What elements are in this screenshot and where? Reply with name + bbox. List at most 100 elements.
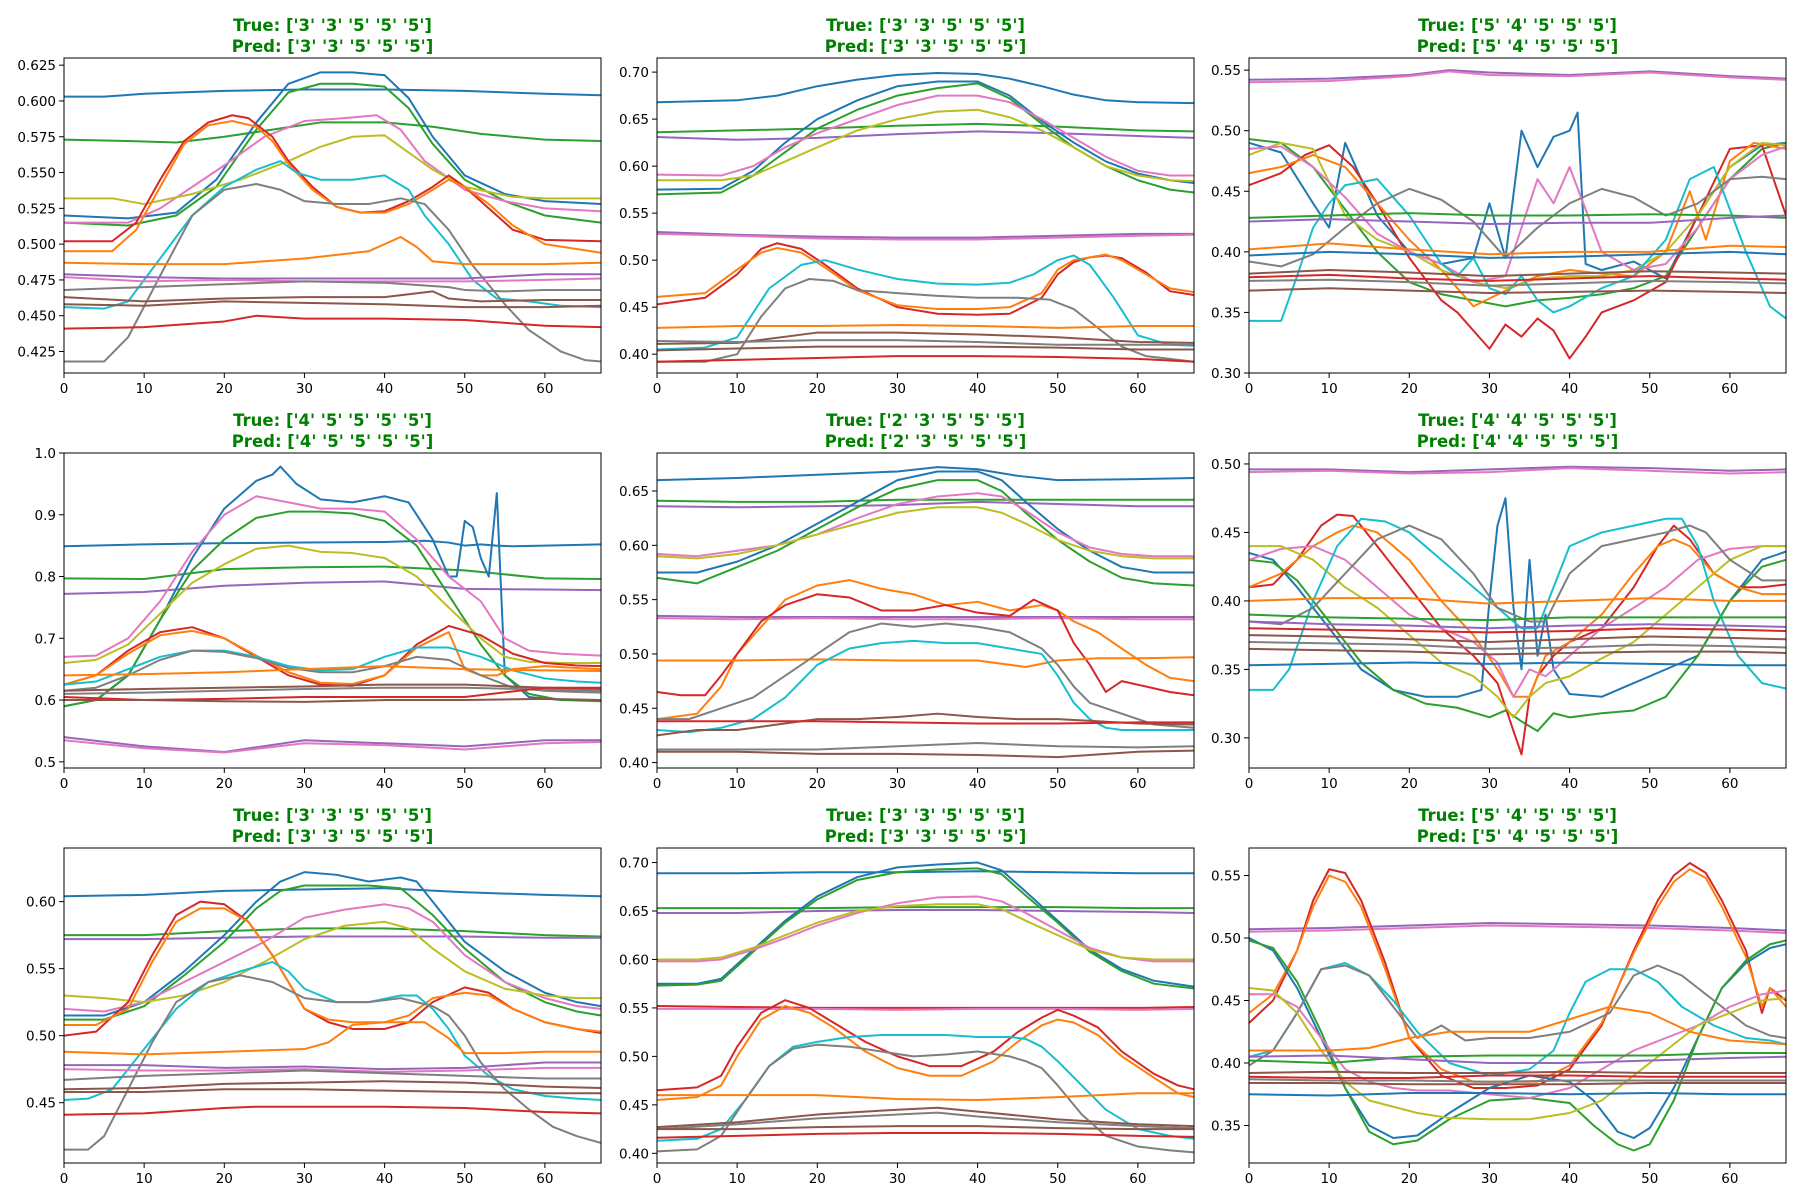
series-line-16: [657, 1111, 1194, 1131]
x-tick-label: 50: [456, 381, 473, 397]
y-tick-label: 0.50: [619, 647, 649, 663]
subplot-title-true: True: ['2' '3' '5' '5' '5']: [826, 411, 1025, 430]
series-line-3: [64, 935, 601, 941]
series-line-7: [1249, 141, 1786, 290]
series-group: [64, 71, 601, 363]
y-tick-label: 0.55: [619, 593, 649, 609]
x-tick-label: 20: [1401, 1171, 1418, 1187]
subplot-5: 0 10 20 30 40 50 60 0.40 0.45 0.50 0.55 0.60 0.65 Tru…: [619, 411, 1195, 792]
series-line-4: [64, 82, 601, 227]
x-tick-label: 20: [809, 381, 826, 397]
series-line-9: [64, 907, 601, 1033]
y-tick-label: 0.45: [26, 1096, 56, 1112]
subplot-1: 0 10 20 30 40 50 60 0.425 0.450 0.475 0.500 0.525 0.…: [17, 16, 602, 397]
series-line-8: [657, 1004, 1194, 1009]
series-line-10: [657, 579, 1194, 721]
y-tick-label: 0.45: [1211, 184, 1241, 200]
series-line-2: [1249, 467, 1786, 475]
series-line-1: [64, 88, 601, 98]
x-tick-label: 10: [1321, 776, 1338, 792]
series-line-12: [64, 1021, 601, 1056]
series-group: [657, 72, 1194, 363]
subplot-7: 0 10 20 30 40 50 60 0.45 0.50 0.55 0.60 True: ['3' …: [26, 806, 602, 1187]
y-tick-label: 0.40: [1211, 245, 1241, 261]
y-tick-label: 0.60: [619, 952, 649, 968]
series-line-3: [64, 71, 601, 220]
series-line-5: [657, 867, 1194, 990]
subplot-title-true: True: ['5' '4' '5' '5' '5']: [1418, 16, 1617, 35]
subplot-4: 0 10 20 30 40 50 60 0.5 0.6 0.7 0.8 0.9 1.0 True: ['4…: [35, 411, 602, 792]
y-tick-label: 0.40: [619, 1146, 649, 1162]
y-tick-label: 0.35: [1211, 305, 1241, 321]
y-tick-label: 0.50: [26, 1029, 56, 1045]
series-line-3: [657, 500, 1194, 509]
series-group: [1249, 465, 1786, 756]
series-line-6: [64, 903, 601, 1013]
subplot-title-true: True: ['3' '3' '5' '5' '5']: [233, 16, 432, 35]
series-line-17: [64, 736, 601, 753]
x-tick-label: 10: [1321, 1171, 1338, 1187]
y-tick-label: 0.50: [1211, 457, 1241, 473]
y-tick-label: 0.45: [619, 300, 649, 316]
y-tick-label: 0.60: [619, 538, 649, 554]
x-tick-label: 60: [1129, 381, 1146, 397]
subplot-title-true: True: ['3' '3' '5' '5' '5']: [826, 806, 1025, 825]
y-tick-label: 0.575: [17, 130, 56, 146]
x-tick-label: 0: [653, 1171, 662, 1187]
series-line-8: [64, 624, 601, 687]
series-line-13: [1249, 1054, 1786, 1064]
y-tick-label: 0.40: [619, 756, 649, 772]
series-line-2: [657, 498, 1194, 503]
x-tick-label: 30: [889, 381, 906, 397]
series-line-14: [657, 639, 1194, 734]
subplot-title-true: True: ['4' '5' '5' '5' '5']: [233, 411, 432, 430]
x-tick-label: 50: [456, 776, 473, 792]
series-line-17: [1249, 1082, 1786, 1086]
series-line-13: [64, 1061, 601, 1071]
x-tick-label: 30: [1481, 776, 1498, 792]
series-line-2: [1249, 70, 1786, 84]
series-line-4: [657, 861, 1194, 988]
x-tick-label: 60: [1129, 1171, 1146, 1187]
series-line-18: [64, 739, 601, 754]
y-tick-label: 0.55: [1211, 869, 1241, 885]
series-line-6: [64, 510, 601, 708]
y-tick-label: 0.625: [17, 58, 56, 74]
y-tick-label: 0.45: [619, 1098, 649, 1114]
x-tick-label: 40: [969, 381, 986, 397]
series-line-5: [64, 495, 601, 658]
series-line-18: [64, 1105, 601, 1116]
axes-frame: [656, 57, 1195, 374]
series-line-10: [1249, 524, 1786, 626]
y-tick-label: 0.55: [1211, 63, 1241, 79]
series-line-17: [1249, 647, 1786, 656]
series-line-12: [1249, 613, 1786, 622]
x-tick-label: 10: [729, 776, 746, 792]
series-line-9: [1249, 517, 1786, 691]
series-line-11: [64, 235, 601, 266]
y-tick-label: 0.65: [619, 112, 649, 128]
series-line-7: [1249, 962, 1786, 1077]
series-group: [657, 466, 1194, 759]
subplot-title-pred: Pred: ['3' '3' '5' '5' '5']: [232, 37, 434, 56]
series-line-15: [1249, 1074, 1786, 1079]
y-tick-label: 0.600: [17, 94, 56, 110]
x-tick-label: 60: [536, 776, 553, 792]
series-line-6: [64, 134, 601, 206]
series-line-1: [1249, 69, 1786, 81]
x-tick-label: 40: [1561, 1171, 1578, 1187]
y-tick-label: 0.525: [17, 201, 56, 217]
x-tick-label: 40: [376, 776, 393, 792]
y-tick-label: 0.55: [619, 1001, 649, 1017]
subplot-2: 0 10 20 30 40 50 60 0.40 0.45 0.50 0.55 0.60 0.65 0.7…: [619, 16, 1195, 397]
x-tick-label: 0: [60, 381, 69, 397]
y-tick-label: 0.55: [26, 962, 56, 978]
series-line-6: [657, 895, 1194, 963]
x-tick-label: 30: [889, 1171, 906, 1187]
x-tick-label: 20: [216, 381, 233, 397]
subplot-title-true: True: ['3' '3' '5' '5' '5']: [233, 806, 432, 825]
series-line-12: [1249, 214, 1786, 225]
series-line-8: [1249, 964, 1786, 1067]
series-line-17: [64, 1088, 601, 1095]
series-line-17: [1249, 278, 1786, 287]
